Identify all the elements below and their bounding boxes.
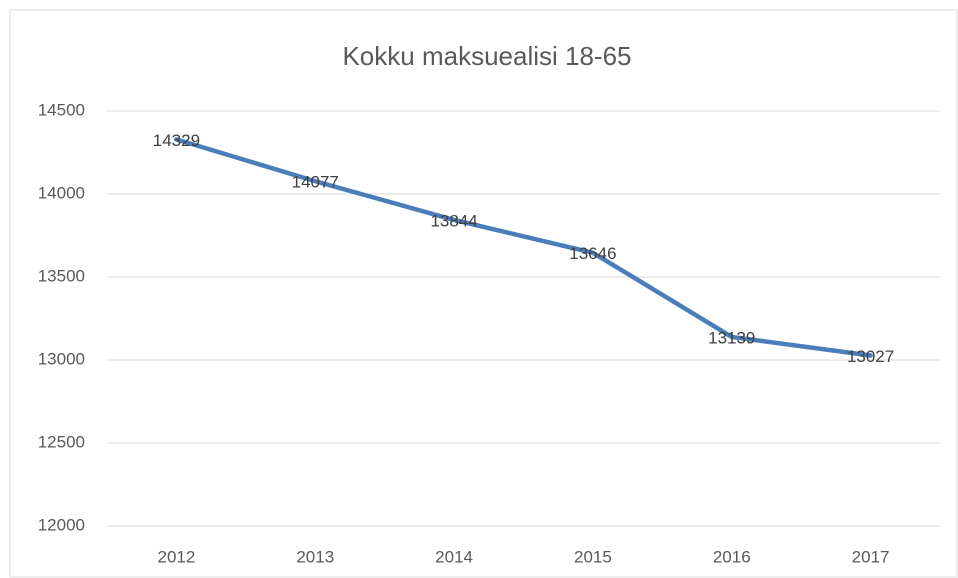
y-tick-label: 14500 (38, 100, 85, 119)
chart-title: Kokku maksuealisi 18-65 (342, 41, 631, 71)
y-tick-label: 12000 (38, 515, 85, 534)
y-tick-label: 14000 (38, 183, 85, 202)
x-tick-label: 2015 (574, 547, 612, 566)
chart-frame (9, 9, 958, 578)
data-label: 14329 (153, 131, 200, 150)
x-tick-label: 2017 (852, 547, 890, 566)
y-tick-label: 12500 (38, 432, 85, 451)
data-label: 14077 (292, 173, 339, 192)
data-line (174, 137, 873, 358)
data-label: 13646 (569, 244, 616, 263)
data-label: 13844 (430, 211, 477, 230)
y-tick-label: 13500 (38, 266, 85, 285)
data-label: 13027 (847, 347, 894, 366)
x-tick-label: 2013 (296, 547, 334, 566)
x-tick-label: 2012 (158, 547, 196, 566)
x-tick-label: 2016 (713, 547, 751, 566)
x-tick-label: 2014 (435, 547, 473, 566)
data-label: 13139 (708, 328, 755, 347)
y-tick-label: 13000 (38, 349, 85, 368)
